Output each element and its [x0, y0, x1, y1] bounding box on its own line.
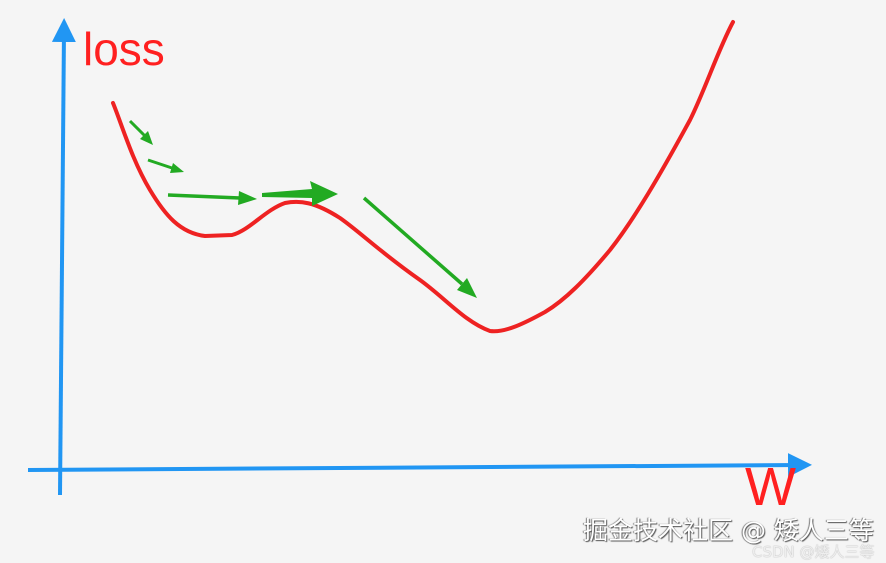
- y-axis-label: loss: [83, 23, 165, 75]
- x-axis: [27, 453, 812, 478]
- y-axis: [51, 18, 76, 496]
- step-arrow-5: [362, 196, 477, 298]
- step-arrow-1: [128, 119, 153, 145]
- watermark-csdn: CSDN @矮人三等: [752, 543, 875, 561]
- watermark-juejin: 掘金技术社区 @ 矮人三等: [583, 516, 874, 545]
- step-arrow-3: [167, 191, 257, 205]
- x-axis-label: W: [745, 457, 796, 517]
- gradient-step-arrows: [128, 119, 477, 298]
- step-arrow-4: [262, 181, 338, 206]
- step-arrow-2: [147, 158, 184, 173]
- loss-curve: [111, 20, 735, 334]
